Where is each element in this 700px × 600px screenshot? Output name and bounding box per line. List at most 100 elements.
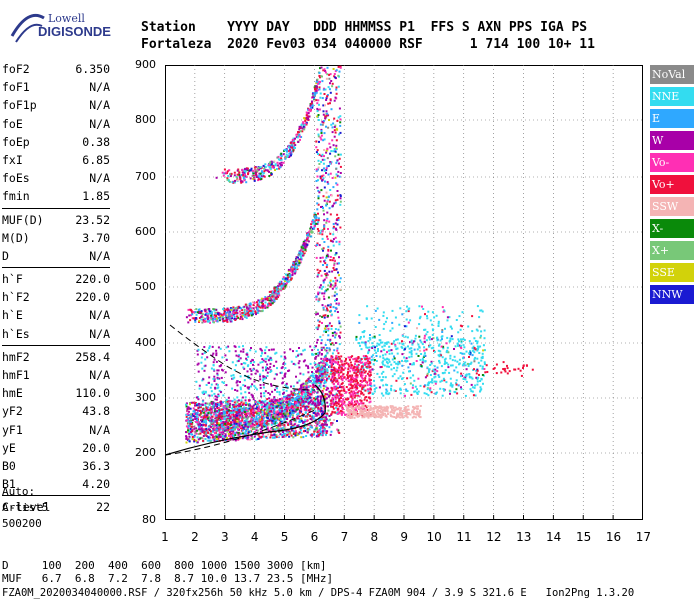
echo-point: [289, 409, 292, 412]
echo-point: [294, 398, 297, 401]
echo-point: [258, 419, 261, 422]
echo-point: [289, 141, 292, 144]
echo-point: [190, 431, 192, 434]
echo-point: [315, 222, 318, 225]
echo-point: [279, 371, 282, 374]
echo-point: [274, 294, 277, 297]
echo-point: [317, 400, 320, 403]
echo-point: [216, 407, 219, 410]
echo-point: [322, 378, 325, 381]
echo-point: [305, 397, 308, 400]
param-name: yF2: [2, 404, 23, 419]
echo-point: [438, 376, 441, 378]
x-tick-label: 14: [546, 530, 562, 544]
echo-point: [254, 172, 257, 175]
echo-point: [317, 232, 319, 235]
echo-point: [252, 404, 255, 407]
echo-point: [269, 297, 272, 300]
echo-point: [231, 419, 234, 422]
echo-point: [287, 268, 290, 271]
echo-point: [320, 339, 323, 342]
echo-point: [266, 398, 269, 401]
echo-point: [298, 379, 301, 382]
echo-point: [313, 379, 316, 382]
echo-point: [375, 386, 378, 389]
echo-point: [242, 171, 245, 174]
echo-point: [208, 394, 211, 397]
echo-point: [202, 318, 205, 321]
echo-point: [298, 128, 301, 131]
echo-point: [318, 103, 320, 106]
echo-point: [279, 407, 282, 410]
echo-point: [297, 413, 299, 416]
echo-point: [212, 352, 215, 355]
echo-point: [227, 311, 230, 314]
echo-point: [284, 362, 287, 365]
echo-point: [321, 229, 324, 231]
echo-point: [311, 104, 314, 107]
echo-point: [295, 375, 297, 378]
echo-point: [323, 269, 326, 272]
echo-point: [259, 422, 262, 425]
echo-point: [238, 345, 241, 348]
echo-point: [235, 312, 238, 315]
echo-point: [247, 423, 250, 426]
echo-point: [275, 351, 278, 354]
echo-point: [313, 362, 316, 365]
echo-point: [201, 416, 204, 419]
echo-point: [239, 176, 241, 179]
echo-point: [254, 350, 257, 353]
echo-point: [338, 175, 341, 178]
echo-point: [321, 379, 324, 382]
echo-point: [208, 347, 211, 350]
echo-point: [270, 302, 273, 305]
echo-point: [277, 155, 280, 158]
echo-point: [271, 291, 274, 294]
y-tick-label: 600: [135, 225, 156, 238]
echo-point: [291, 267, 294, 270]
echo-point: [194, 317, 197, 320]
echo-point: [216, 405, 219, 408]
echo-point: [335, 219, 338, 222]
echo-point: [235, 431, 238, 434]
echo-point: [199, 437, 202, 440]
echo-point: [312, 390, 315, 393]
echo-point: [204, 364, 207, 367]
echo-point: [339, 226, 342, 229]
echo-point: [252, 301, 254, 304]
echo-point: [325, 272, 328, 275]
echo-point: [315, 219, 318, 222]
echo-point: [244, 415, 247, 418]
echo-point: [315, 365, 318, 368]
echo-point: [296, 381, 299, 384]
echo-point: [336, 159, 339, 162]
echo-point: [205, 427, 208, 430]
echo-point: [323, 408, 326, 411]
echo-point: [221, 428, 224, 431]
echo-point: [227, 421, 229, 424]
echo-point: [316, 395, 319, 398]
echo-point: [219, 313, 222, 316]
echo-point: [304, 430, 307, 432]
echo-point: [200, 430, 203, 433]
echo-point: [323, 225, 326, 228]
echo-point: [209, 432, 212, 435]
echo-point: [327, 324, 330, 327]
echo-point: [300, 124, 303, 127]
echo-point: [332, 369, 335, 371]
echo-point: [291, 146, 294, 149]
echo-point: [245, 413, 247, 416]
echo-point: [280, 157, 283, 160]
echo-point: [311, 433, 314, 436]
echo-point: [273, 409, 276, 412]
echo-point: [323, 213, 325, 216]
echo-point: [305, 114, 308, 117]
echo-point: [307, 398, 310, 401]
echo-point: [270, 423, 273, 426]
logo-line1: Lowell: [48, 12, 85, 25]
x-tick-label: 12: [486, 530, 502, 544]
echo-point: [271, 302, 274, 305]
echo-point: [325, 202, 328, 205]
echo-point: [337, 358, 340, 361]
echo-point: [338, 70, 341, 73]
